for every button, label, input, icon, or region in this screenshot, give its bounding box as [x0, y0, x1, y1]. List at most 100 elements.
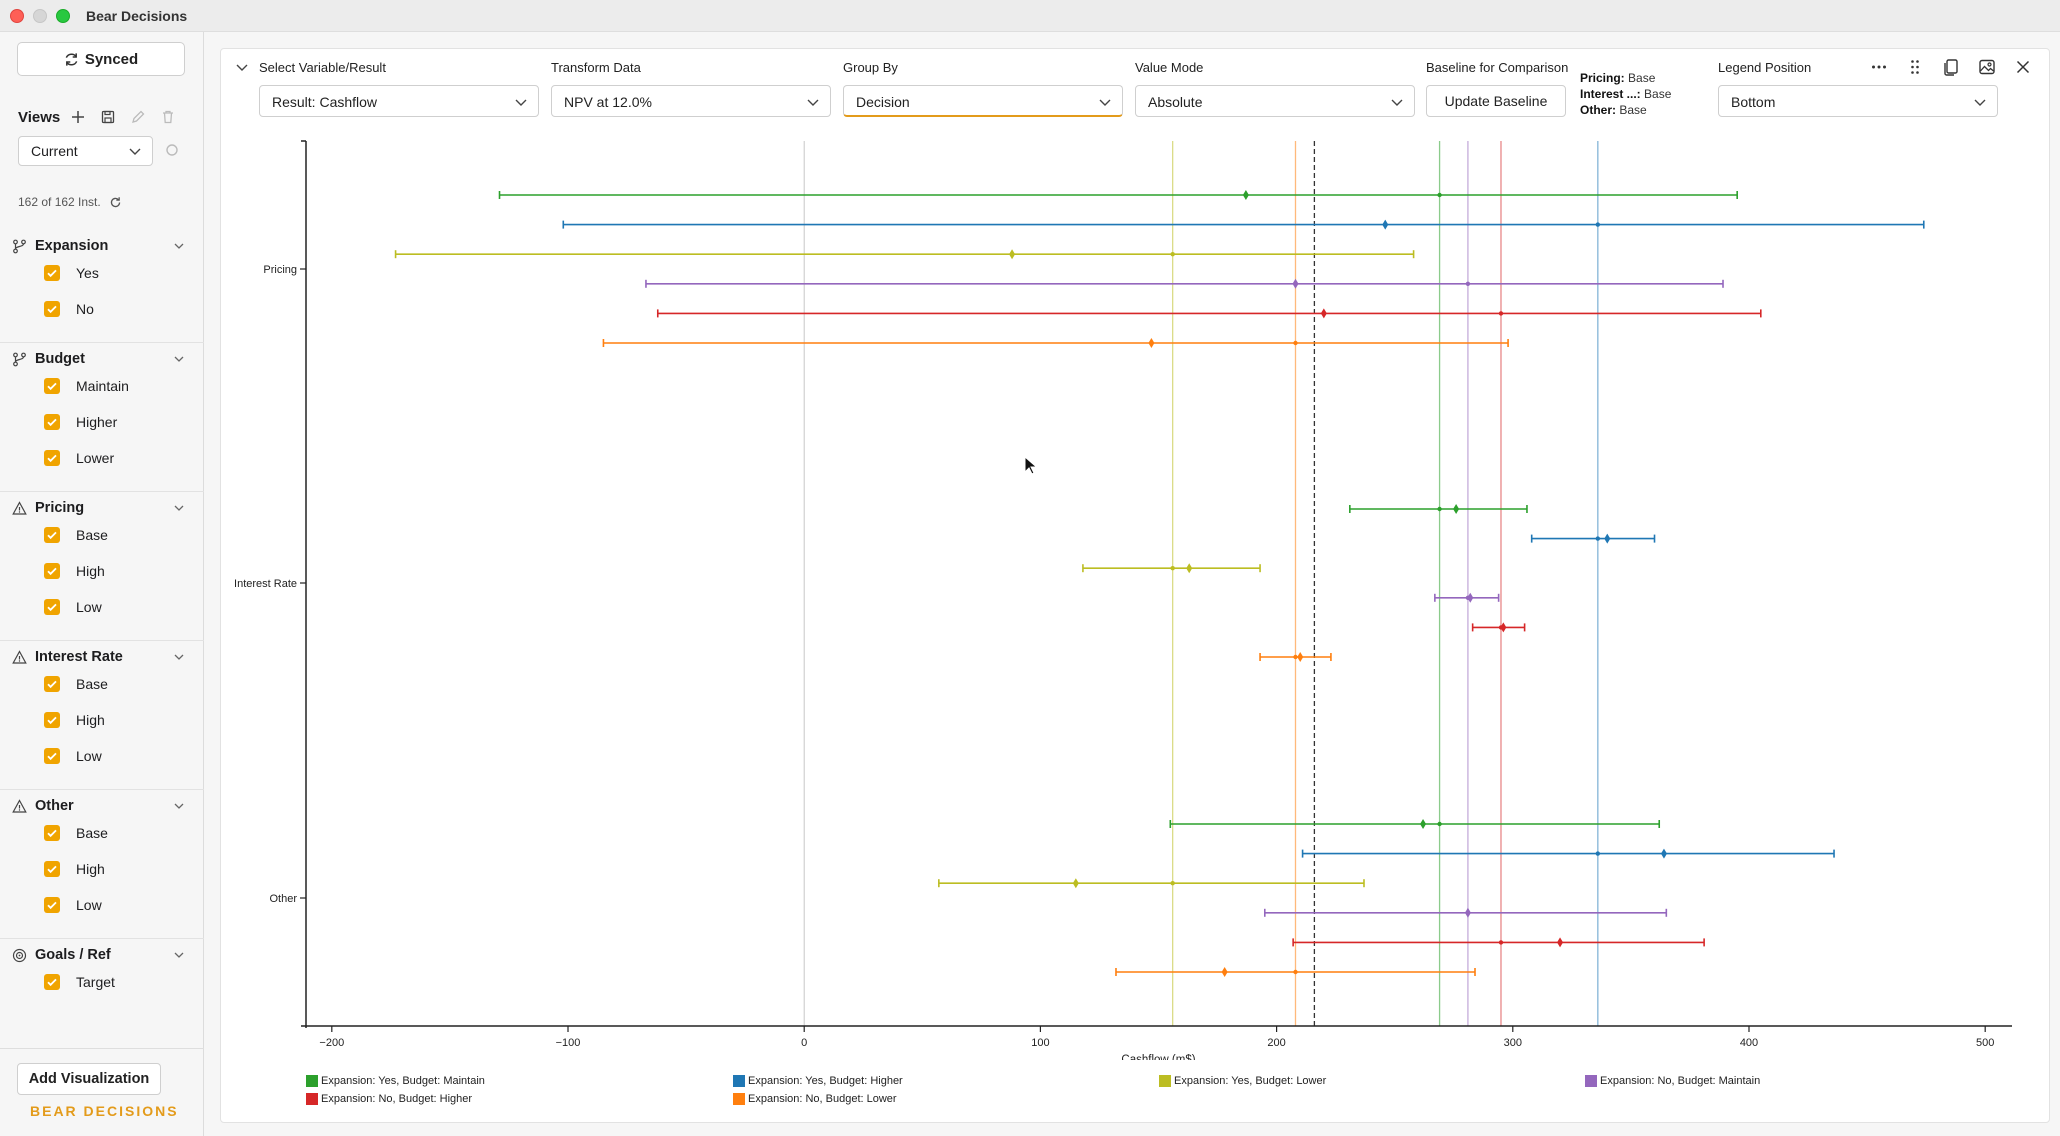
- x-tick-label: 300: [1504, 1037, 1522, 1049]
- filter-option[interactable]: Lower: [44, 449, 114, 467]
- filter-option[interactable]: High: [44, 562, 105, 580]
- target-icon: [12, 948, 27, 963]
- filter-group-header[interactable]: Pricing: [12, 499, 192, 517]
- window-maximize-button[interactable]: [56, 9, 70, 23]
- baseline-marker: [1437, 506, 1442, 512]
- filter-option-label: Higher: [76, 414, 118, 430]
- chevron-down-icon[interactable]: [172, 352, 186, 366]
- legend-swatch: [733, 1093, 745, 1105]
- checkbox-checked-icon[interactable]: [44, 599, 60, 615]
- filter-option[interactable]: High: [44, 860, 105, 878]
- filter-group-header[interactable]: Expansion: [12, 237, 192, 255]
- chevron-down-icon[interactable]: [172, 799, 186, 813]
- copy-icon[interactable]: [1942, 58, 1960, 76]
- y-tick-label: Interest Rate: [234, 578, 297, 590]
- delete-view-icon[interactable]: [160, 109, 176, 125]
- legend-item[interactable]: Expansion: Yes, Budget: Maintain: [306, 1075, 485, 1087]
- filter-group-header[interactable]: Interest Rate: [12, 648, 192, 666]
- checkbox-checked-icon[interactable]: [44, 527, 60, 543]
- checkbox-checked-icon[interactable]: [44, 378, 60, 394]
- window-minimize-button[interactable]: [33, 9, 47, 23]
- filter-option-label: Low: [76, 748, 102, 764]
- legend-item[interactable]: Expansion: No, Budget: Maintain: [1585, 1075, 1760, 1087]
- window-close-button[interactable]: [10, 9, 24, 23]
- checkbox-checked-icon[interactable]: [44, 265, 60, 281]
- filter-option[interactable]: Base: [44, 526, 108, 544]
- variable-select[interactable]: Result: Cashflow: [259, 85, 539, 117]
- filter-option[interactable]: High: [44, 711, 105, 729]
- filter-option[interactable]: Higher: [44, 413, 117, 431]
- transform-select[interactable]: NPV at 12.0%: [551, 85, 831, 117]
- visualization-panel: [220, 48, 2050, 1123]
- views-select[interactable]: Current: [18, 136, 153, 166]
- filter-option[interactable]: Yes: [44, 264, 99, 282]
- filter-option-label: Yes: [76, 265, 99, 281]
- synced-button[interactable]: Synced: [17, 42, 185, 76]
- checkbox-checked-icon[interactable]: [44, 450, 60, 466]
- baseline-info-row: Other: Base: [1580, 103, 1647, 117]
- instance-count: 162 of 162 Inst.: [18, 195, 122, 209]
- views-label: Views: [18, 108, 61, 126]
- filter-option[interactable]: Base: [44, 824, 108, 842]
- filter-option[interactable]: Base: [44, 675, 108, 693]
- value-marker: [1660, 848, 1667, 859]
- filter-group-header[interactable]: Goals / Ref: [12, 946, 192, 964]
- view-refresh-icon[interactable]: [164, 142, 180, 158]
- add-visualization-button[interactable]: Add Visualization: [17, 1063, 161, 1095]
- checkbox-checked-icon[interactable]: [44, 748, 60, 764]
- checkbox-checked-icon[interactable]: [44, 414, 60, 430]
- update-baseline-button[interactable]: Update Baseline: [1426, 85, 1566, 117]
- filter-option[interactable]: Low: [44, 747, 102, 765]
- checkbox-checked-icon[interactable]: [44, 974, 60, 990]
- filter-option-label: Target: [76, 974, 115, 990]
- legend-item[interactable]: Expansion: No, Budget: Higher: [306, 1093, 472, 1105]
- export-image-icon[interactable]: [1978, 58, 1996, 76]
- filter-option[interactable]: Low: [44, 598, 102, 616]
- filter-option[interactable]: No: [44, 300, 94, 318]
- checkbox-checked-icon[interactable]: [44, 712, 60, 728]
- filter-group-header[interactable]: Budget: [12, 350, 192, 368]
- value-mode-value: Absolute: [1148, 94, 1203, 110]
- chevron-down-icon[interactable]: [172, 650, 186, 664]
- filter-option-label: Low: [76, 897, 102, 913]
- checkbox-checked-icon[interactable]: [44, 676, 60, 692]
- drag-handle-icon[interactable]: [1906, 58, 1924, 76]
- close-panel-icon[interactable]: [2014, 58, 2032, 76]
- chevron-down-icon[interactable]: [172, 239, 186, 253]
- filter-option[interactable]: Target: [44, 973, 115, 991]
- legend-item[interactable]: Expansion: Yes, Budget: Higher: [733, 1075, 903, 1087]
- checkbox-checked-icon[interactable]: [44, 301, 60, 317]
- filter-option[interactable]: Low: [44, 896, 102, 914]
- collapse-panel-icon[interactable]: [235, 60, 249, 74]
- legend-item[interactable]: Expansion: Yes, Budget: Lower: [1159, 1075, 1326, 1087]
- baseline-marker: [1293, 340, 1298, 346]
- add-view-icon[interactable]: [70, 109, 86, 125]
- refresh-icon[interactable]: [109, 196, 122, 209]
- checkbox-checked-icon[interactable]: [44, 897, 60, 913]
- baseline-marker: [1170, 881, 1175, 886]
- tornado-chart: Pricing Interest Rate Other −200 −100 0 100 200…: [220, 130, 2050, 1066]
- checkbox-checked-icon[interactable]: [44, 825, 60, 841]
- title-bar: Bear Decisions: [0, 0, 2060, 32]
- views-header: Views: [18, 106, 188, 128]
- legend-swatch: [1585, 1075, 1597, 1087]
- group-by-select[interactable]: Decision: [843, 85, 1123, 117]
- filter-option-label: Maintain: [76, 378, 129, 394]
- legend-position-select[interactable]: Bottom: [1718, 85, 1998, 117]
- group-by-label: Group By: [843, 60, 898, 75]
- save-view-icon[interactable]: [100, 109, 116, 125]
- chevron-down-icon[interactable]: [172, 501, 186, 515]
- chevron-down-icon: [1974, 99, 1986, 106]
- legend-item[interactable]: Expansion: No, Budget: Lower: [733, 1093, 897, 1105]
- filter-option-label: Base: [76, 527, 108, 543]
- value-mode-select[interactable]: Absolute: [1135, 85, 1415, 117]
- checkbox-checked-icon[interactable]: [44, 563, 60, 579]
- filter-option[interactable]: Maintain: [44, 377, 129, 395]
- more-options-icon[interactable]: [1870, 58, 1888, 76]
- chevron-down-icon[interactable]: [172, 948, 186, 962]
- filter-group-header[interactable]: Other: [12, 797, 192, 815]
- group-divider: [0, 491, 204, 492]
- edit-view-icon[interactable]: [130, 109, 146, 125]
- value-marker: [1072, 878, 1079, 889]
- checkbox-checked-icon[interactable]: [44, 861, 60, 877]
